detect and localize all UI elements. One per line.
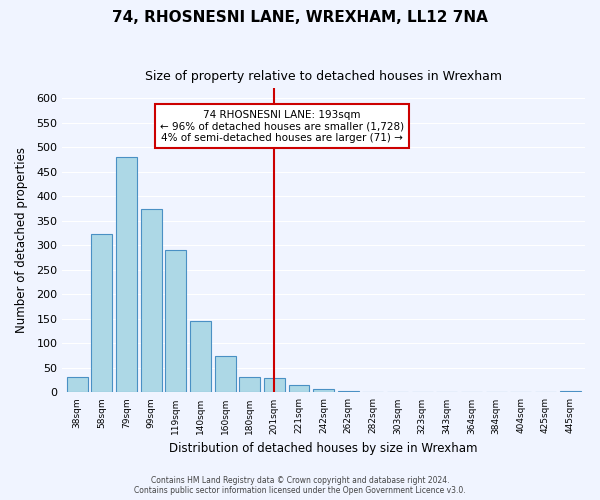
Text: 74 RHOSNESNI LANE: 193sqm
← 96% of detached houses are smaller (1,728)
4% of sem: 74 RHOSNESNI LANE: 193sqm ← 96% of detac… — [160, 110, 404, 143]
Bar — [165, 250, 186, 392]
Bar — [289, 384, 310, 392]
Bar — [239, 376, 260, 392]
Bar — [313, 390, 334, 392]
Bar — [91, 234, 112, 392]
Y-axis label: Number of detached properties: Number of detached properties — [15, 148, 28, 334]
Bar — [215, 356, 236, 393]
Title: Size of property relative to detached houses in Wrexham: Size of property relative to detached ho… — [145, 70, 502, 83]
Bar — [67, 376, 88, 392]
Bar — [140, 208, 161, 392]
X-axis label: Distribution of detached houses by size in Wrexham: Distribution of detached houses by size … — [169, 442, 478, 455]
Bar — [116, 156, 137, 392]
Text: Contains HM Land Registry data © Crown copyright and database right 2024.
Contai: Contains HM Land Registry data © Crown c… — [134, 476, 466, 495]
Bar — [264, 378, 285, 392]
Bar — [190, 322, 211, 392]
Text: 74, RHOSNESNI LANE, WREXHAM, LL12 7NA: 74, RHOSNESNI LANE, WREXHAM, LL12 7NA — [112, 10, 488, 25]
